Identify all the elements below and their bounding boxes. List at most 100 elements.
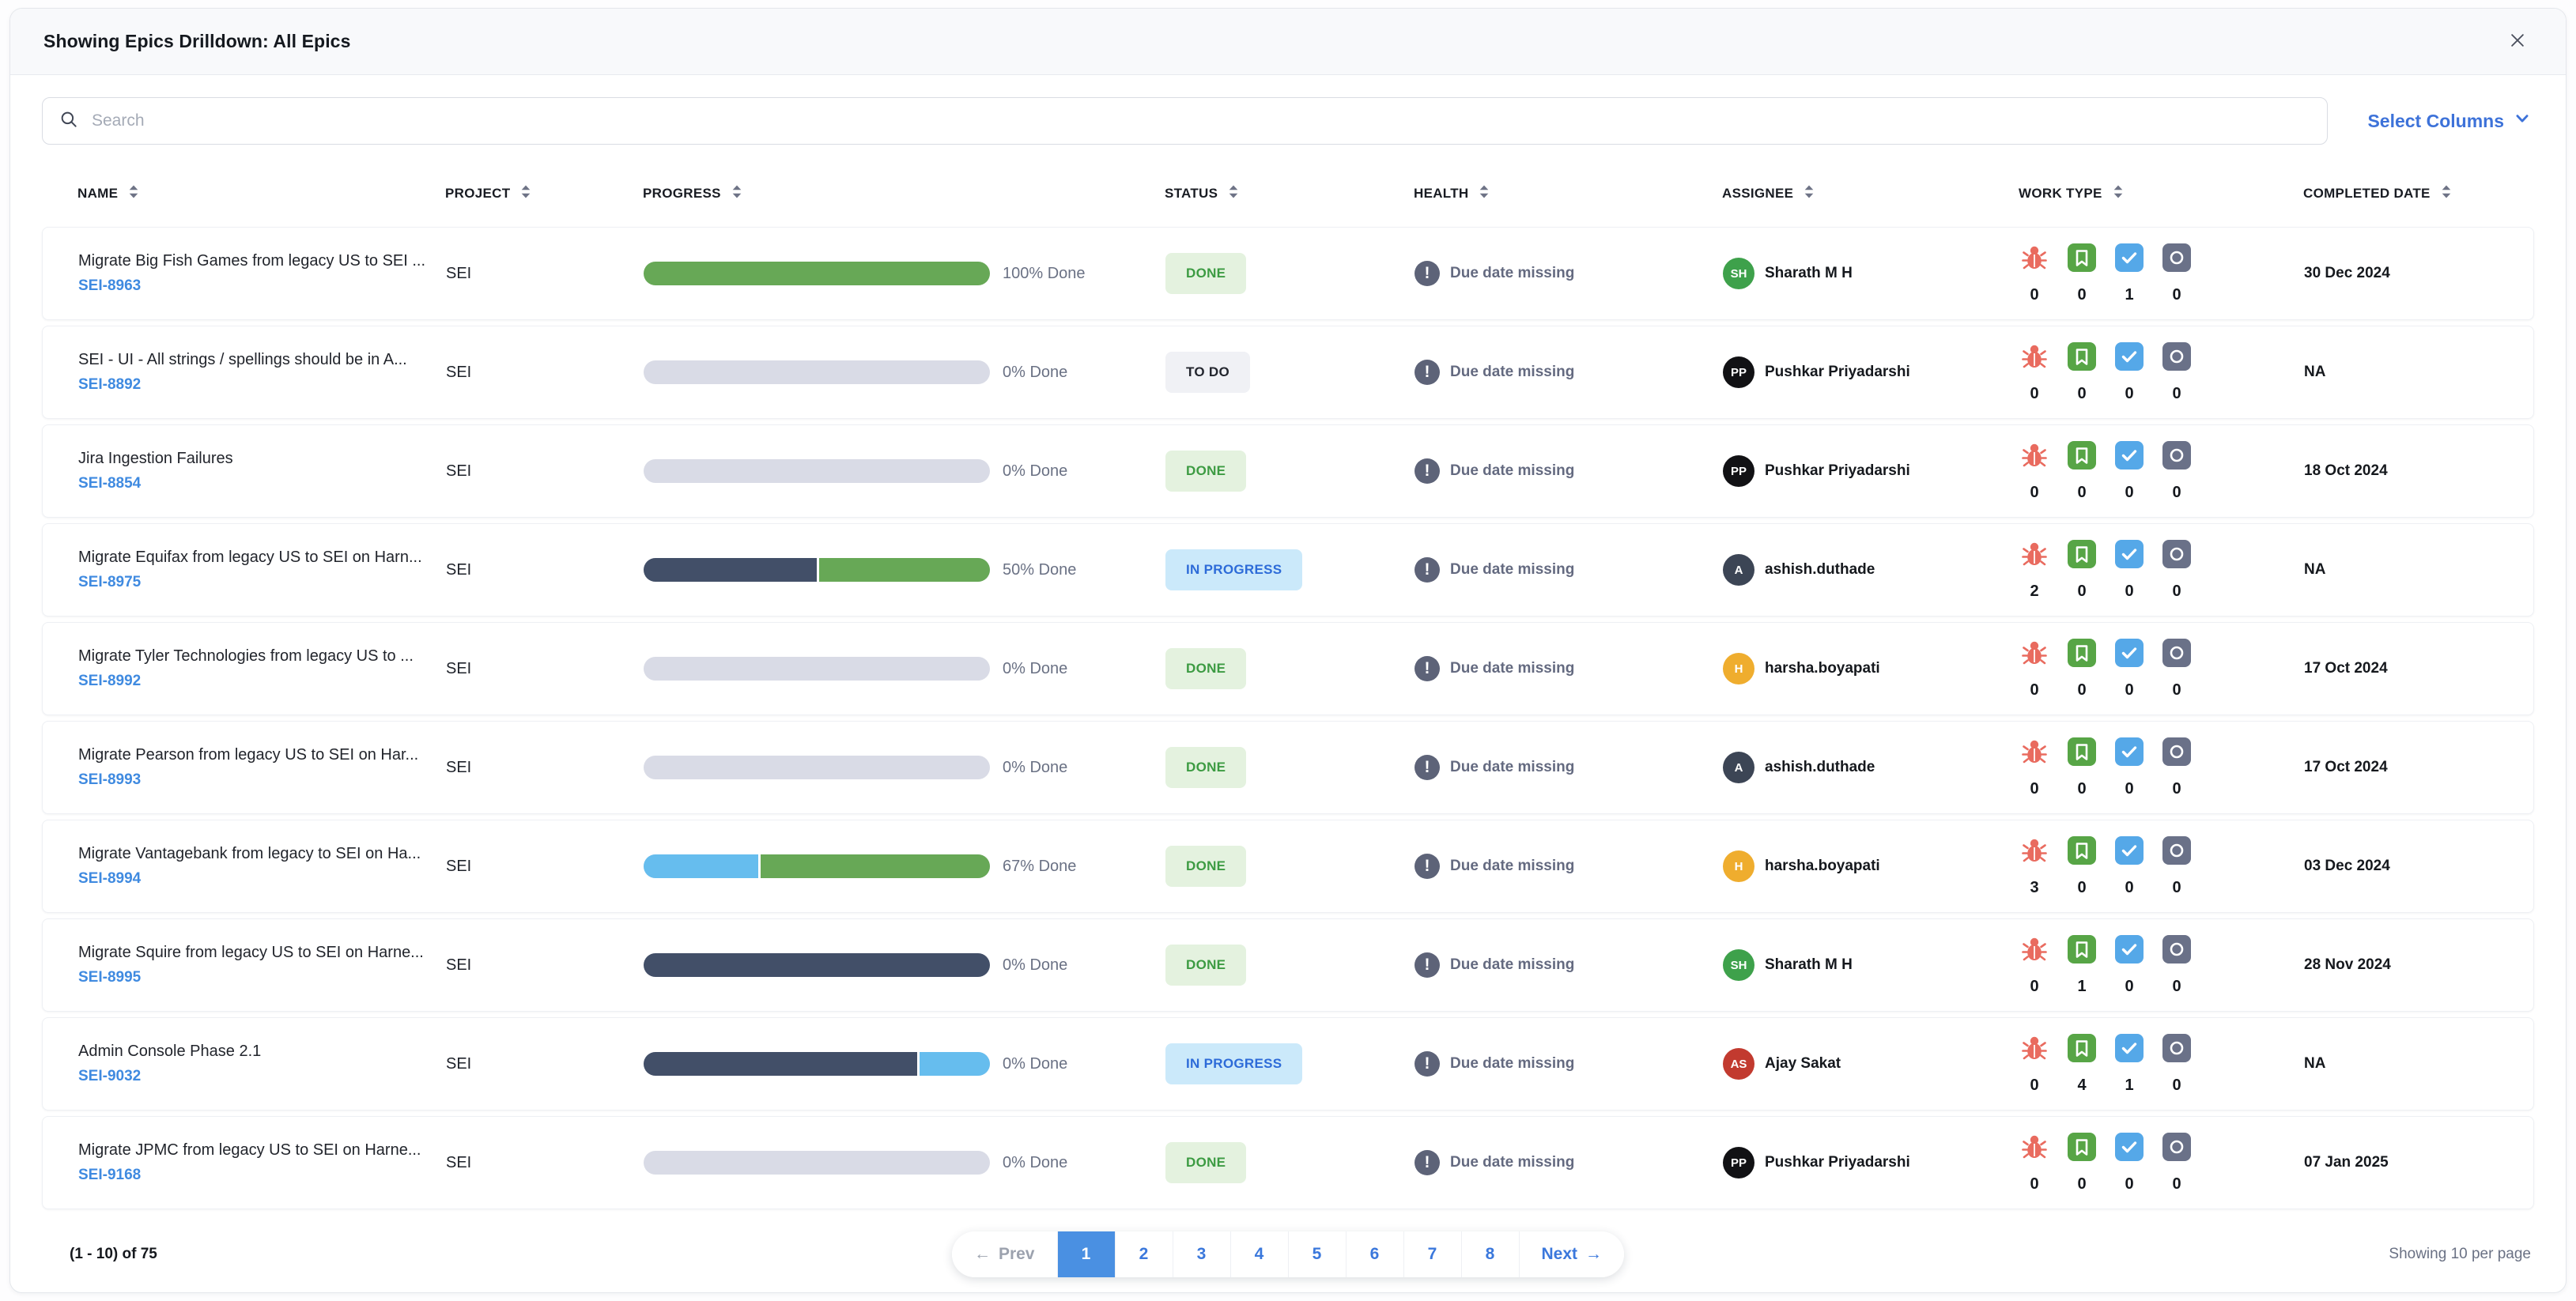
avatar: AS [1723, 1048, 1754, 1080]
results-range: (1 - 10) of 75 [70, 1246, 157, 1262]
bug-count: 0 [2030, 779, 2039, 798]
page-button-6[interactable]: 6 [1345, 1231, 1403, 1277]
worktype-story: 0 [2067, 737, 2097, 798]
epic-id-link[interactable]: SEI-8992 [78, 673, 142, 689]
column-header-project[interactable]: PROJECT [445, 184, 643, 203]
column-header-assignee[interactable]: ASSIGNEE [1722, 184, 2019, 203]
assignee-cell: H harsha.boyapati [1723, 850, 2019, 882]
search-box [42, 97, 2329, 145]
worktype-bug: 3 [2019, 836, 2049, 897]
alert-icon: ! [1415, 854, 1440, 879]
health-label: Due date missing [1450, 364, 1575, 380]
search-input[interactable] [92, 111, 2312, 130]
epic-ring-icon [2162, 934, 2191, 967]
page-button-1[interactable]: 1 [1056, 1231, 1115, 1277]
epic-count: 0 [2172, 285, 2181, 304]
column-header-progress[interactable]: PROGRESS [643, 184, 1165, 203]
name-cell: Migrate Tyler Technologies from legacy U… [78, 647, 446, 690]
epic-ring-icon [2162, 1033, 2191, 1066]
avatar: A [1723, 752, 1754, 783]
page-button-2[interactable]: 2 [1114, 1231, 1173, 1277]
chevron-down-icon [2514, 110, 2531, 132]
status-badge: DONE [1165, 945, 1247, 986]
story-icon [2068, 934, 2096, 967]
epic-ring-icon [2162, 1132, 2191, 1165]
column-header-worktype[interactable]: WORK TYPE [2019, 184, 2303, 203]
prev-page-button[interactable]: ← Prev [951, 1231, 1057, 1277]
column-header-health[interactable]: HEALTH [1414, 184, 1722, 203]
progress-label: 0% Done [1003, 956, 1068, 974]
completed-date: 17 Oct 2024 [2304, 660, 2388, 677]
epic-id-link[interactable]: SEI-8963 [78, 277, 142, 294]
search-icon [59, 109, 79, 134]
column-header-completed-date[interactable]: COMPLETED DATE [2303, 184, 2534, 203]
completed-date: 28 Nov 2024 [2304, 956, 2391, 973]
worktype-task: 0 [2114, 539, 2144, 601]
health-label: Due date missing [1450, 1154, 1575, 1171]
progress-label: 0% Done [1003, 1054, 1068, 1073]
worktype-cell: 0 0 [2019, 737, 2304, 798]
epic-id-link[interactable]: SEI-9032 [78, 1068, 142, 1084]
epic-id-link[interactable]: SEI-8995 [78, 969, 142, 986]
health-cell: ! Due date missing [1415, 854, 1723, 879]
epic-id-link[interactable]: SEI-8892 [78, 376, 142, 393]
epic-name: Migrate Tyler Technologies from legacy U… [78, 647, 414, 665]
assignee-cell: PP Pushkar Priyadarshi [1723, 455, 2019, 487]
epic-id-link[interactable]: SEI-8975 [78, 574, 142, 590]
assignee-name: Pushkar Priyadarshi [1765, 462, 1910, 479]
epic-name: Jira Ingestion Failures [78, 450, 233, 467]
epic-count: 0 [2172, 977, 2181, 995]
worktype-task: 0 [2114, 1132, 2144, 1194]
avatar: PP [1723, 1147, 1754, 1178]
sort-icon [128, 184, 139, 203]
epic-count: 0 [2172, 1175, 2181, 1193]
close-button[interactable] [2502, 25, 2533, 58]
page-button-4[interactable]: 4 [1229, 1231, 1288, 1277]
epic-id-link[interactable]: SEI-9168 [78, 1167, 142, 1183]
worktype-bug: 0 [2019, 935, 2049, 996]
epic-id-link[interactable]: SEI-8994 [78, 870, 142, 887]
story-icon [2068, 539, 2096, 572]
health-cell: ! Due date missing [1415, 755, 1723, 780]
task-count: 0 [2125, 384, 2134, 402]
arrow-left-icon: ← [973, 1245, 991, 1263]
health-cell: ! Due date missing [1415, 557, 1723, 583]
page-button-8[interactable]: 8 [1460, 1231, 1519, 1277]
health-cell: ! Due date missing [1415, 952, 1723, 978]
sort-icon [1804, 184, 1815, 203]
bug-count: 0 [2030, 977, 2039, 995]
progress-bar [644, 1052, 990, 1076]
health-label: Due date missing [1450, 561, 1575, 578]
column-header-name[interactable]: NAME [77, 184, 445, 203]
project-cell: SEI [446, 1153, 472, 1171]
progress-segment [644, 558, 817, 582]
name-cell: Migrate JPMC from legacy US to SEI on Ha… [78, 1141, 446, 1184]
page-button-3[interactable]: 3 [1172, 1231, 1230, 1277]
story-count: 0 [2077, 779, 2087, 798]
next-page-button[interactable]: Next → [1518, 1231, 1625, 1277]
epic-ring-icon [2162, 440, 2191, 473]
epic-id-link[interactable]: SEI-8854 [78, 475, 142, 492]
alert-icon: ! [1415, 360, 1440, 385]
table-header-row: NAME PROJECT PROGRESS STATUS HEALTH ASSI… [42, 168, 2534, 219]
column-header-status[interactable]: STATUS [1165, 184, 1414, 203]
progress-segment [917, 1052, 990, 1076]
select-columns-button[interactable]: Select Columns [2364, 110, 2534, 132]
progress-bar [644, 262, 990, 285]
worktype-story: 0 [2067, 1132, 2097, 1194]
page-button-7[interactable]: 7 [1403, 1231, 1461, 1277]
bug-count: 0 [2030, 1076, 2039, 1094]
page-button-5[interactable]: 5 [1287, 1231, 1346, 1277]
sort-icon [1228, 184, 1239, 203]
story-count: 1 [2077, 977, 2087, 995]
progress-cell: 0% Done [644, 459, 1165, 483]
worktype-bug: 0 [2019, 1034, 2049, 1095]
task-count: 0 [2125, 977, 2134, 995]
completed-date: 18 Oct 2024 [2304, 462, 2388, 479]
worktype-bug: 0 [2019, 342, 2049, 403]
progress-segment [644, 953, 990, 977]
bug-icon [2020, 342, 2049, 375]
epic-id-link[interactable]: SEI-8993 [78, 771, 142, 788]
status-cell: DONE [1165, 747, 1415, 788]
epic-name: Admin Console Phase 2.1 [78, 1043, 262, 1060]
